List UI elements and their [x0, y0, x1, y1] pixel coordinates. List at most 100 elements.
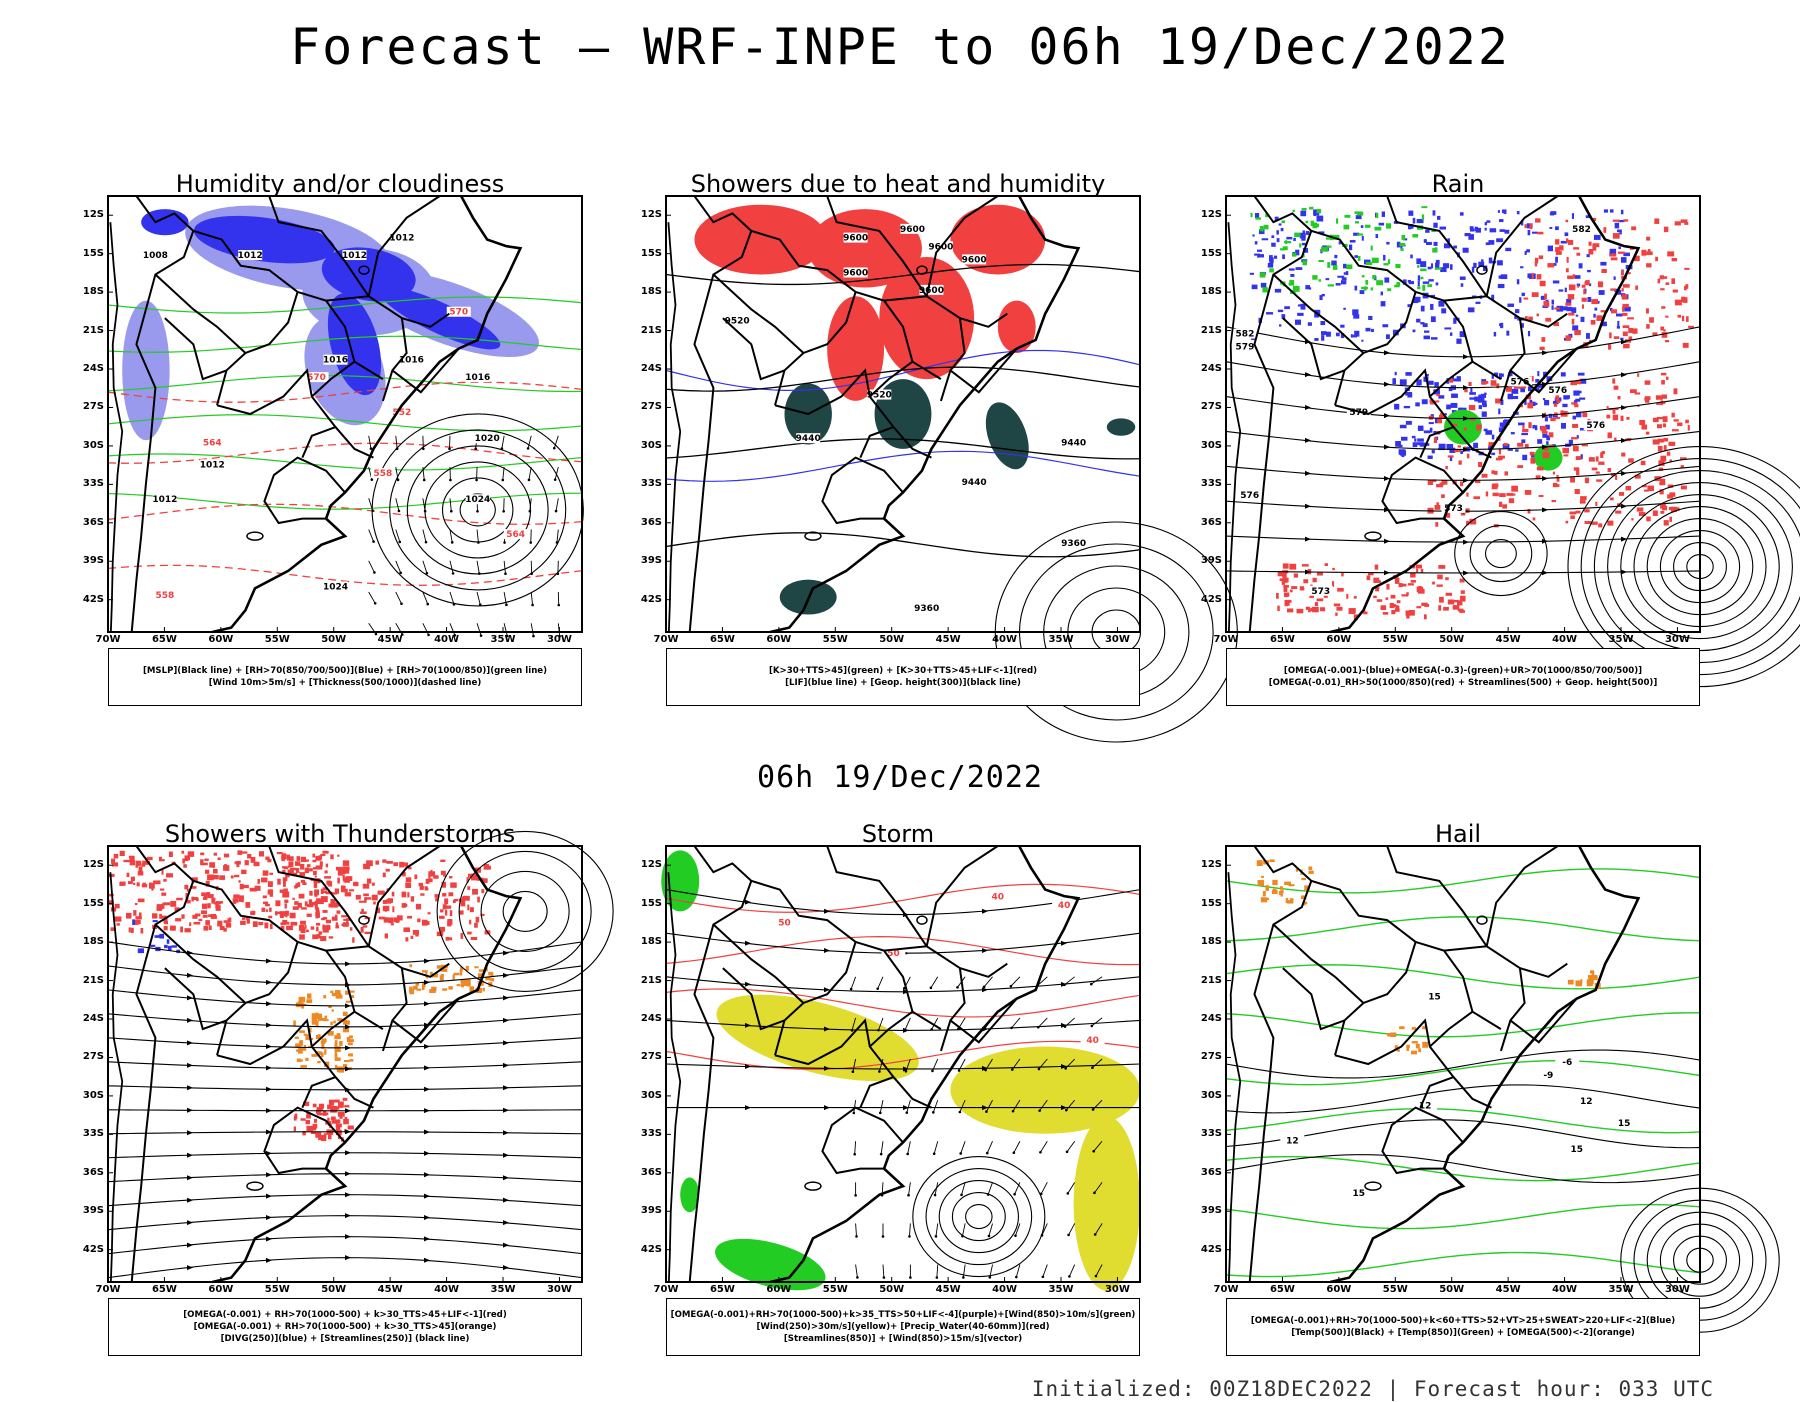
omega-red-speck	[1555, 247, 1560, 252]
omega-orange-speck	[1280, 890, 1283, 893]
legend-line: [DIVG(250)](blue) + [Streamlines(250)] (…	[221, 1333, 470, 1345]
panel-legend: [OMEGA(-0.001)-(blue)+OMEGA(-0.3)-(green…	[1226, 648, 1700, 706]
omega-green-speck	[1395, 264, 1400, 268]
wind-vector	[1068, 1182, 1075, 1193]
omega-green-speck	[1299, 243, 1301, 247]
omega-red-speck	[1589, 457, 1595, 461]
streamline-arrow	[266, 958, 272, 963]
streamline-arrow	[266, 1215, 272, 1220]
omega-blue-speck	[1559, 289, 1564, 291]
omega-red-speck	[1512, 494, 1516, 496]
storm-red-speck	[474, 923, 478, 928]
omega-blue-speck	[1526, 249, 1530, 252]
storm-red-speck	[413, 930, 419, 935]
lon-tick-label: 45W	[378, 634, 403, 645]
omega-red-speck	[1664, 276, 1667, 279]
omega-blue-speck	[1418, 426, 1424, 431]
streamline-arrow	[345, 1192, 351, 1197]
storm-red-speck	[414, 875, 417, 880]
storm-orange-speck	[318, 1018, 325, 1021]
omega-blue-speck	[1617, 326, 1620, 329]
omega-blue-speck	[1420, 322, 1424, 324]
storm-red-speck	[399, 862, 404, 868]
streamline-arrow	[1542, 507, 1548, 512]
storm-red-speck	[335, 915, 337, 919]
omega-red-speck	[1681, 486, 1687, 490]
storm-red-speck	[313, 871, 317, 875]
omega-red-speck	[1458, 460, 1461, 464]
contour-label: 1024	[465, 495, 490, 505]
omega-blue-speck	[1413, 330, 1416, 333]
streamline-arrow	[1305, 471, 1311, 476]
lat-tick-label: 18S	[1201, 936, 1222, 948]
storm-red-speck	[287, 866, 290, 868]
wind-vector-head	[878, 1070, 881, 1073]
wind-vector-head	[422, 447, 425, 450]
omega-red-speck	[1435, 522, 1438, 527]
storm-red-speck	[161, 893, 166, 896]
wind-vector-head	[877, 1029, 880, 1032]
omega-red-speck	[1598, 523, 1602, 527]
lon-tick-label: 35W	[1049, 1284, 1074, 1295]
omega-blue-speck	[1621, 210, 1623, 215]
storm-red-speck	[329, 936, 334, 938]
omega-blue-speck	[1308, 322, 1312, 326]
omega-blue-speck	[1349, 245, 1352, 251]
omega-red-speck	[1622, 313, 1627, 316]
storm-red-speck	[428, 912, 431, 914]
omega-red-speck	[1445, 466, 1447, 469]
omega-red-speck	[1644, 490, 1649, 492]
streamline-arrow	[1061, 941, 1067, 946]
omega-red-speck	[1495, 399, 1501, 404]
omega-blue-speck	[1346, 271, 1348, 275]
storm-red-speck	[338, 870, 343, 876]
wind-vector-head	[426, 603, 429, 606]
omega-red-speck	[1528, 422, 1531, 428]
storm-orange-speck	[337, 1033, 341, 1036]
omega-orange-speck	[1273, 889, 1277, 894]
wind-vector	[984, 977, 992, 987]
storm-orange-speck	[305, 1058, 308, 1061]
omega-red-speck	[1532, 273, 1534, 279]
storm-red-speck	[213, 869, 218, 874]
wind-vector	[880, 1100, 883, 1113]
omega-blue-speck	[1350, 240, 1356, 243]
omega-blue-speck	[1485, 228, 1487, 231]
omega-red-speck	[1408, 583, 1414, 585]
omega-green-speck	[1366, 262, 1372, 265]
wind-vector-head	[453, 603, 456, 606]
storm-red-speck	[282, 892, 289, 898]
streamline-arrow	[266, 1108, 272, 1113]
omega-red-speck	[1446, 593, 1452, 596]
omega-blue-speck	[1424, 239, 1427, 243]
omega-red-speck	[1577, 285, 1579, 287]
omega-red-speck	[1683, 343, 1689, 348]
storm-red-speck	[316, 910, 320, 914]
omega-green-speck	[1386, 223, 1391, 228]
omega-red-speck	[1665, 316, 1668, 318]
storm-red-speck	[127, 873, 130, 877]
storm-red-speck	[166, 873, 173, 877]
streamline-arrow	[1384, 570, 1390, 575]
contour-label: 576	[1548, 386, 1567, 396]
wind-vector	[557, 530, 558, 543]
wind-vector-head	[396, 447, 399, 450]
omega-blue-speck	[1438, 301, 1444, 307]
omega-red-speck	[1615, 475, 1617, 480]
wind-vector-head	[1042, 1275, 1045, 1278]
storm-red-speck	[403, 927, 410, 932]
storm-red-speck	[314, 893, 317, 897]
storm-red-speck	[377, 891, 384, 895]
storm-red-speck	[428, 876, 430, 881]
legend-line: [OMEGA(-0.001)+RH>70(1000-500)+k<60+TTS>…	[1251, 1315, 1675, 1327]
storm-orange-speck	[299, 1030, 305, 1033]
storm-red-speck	[372, 883, 375, 886]
storm-red-speck	[275, 911, 278, 915]
wind-vector-head	[1064, 1025, 1067, 1028]
wind-vector	[1016, 1265, 1020, 1277]
omega-red-speck	[1583, 289, 1585, 294]
omega-green-speck	[1260, 226, 1264, 231]
omega-red-speck	[1608, 432, 1612, 438]
lon-tick-label: 55W	[1383, 634, 1408, 645]
